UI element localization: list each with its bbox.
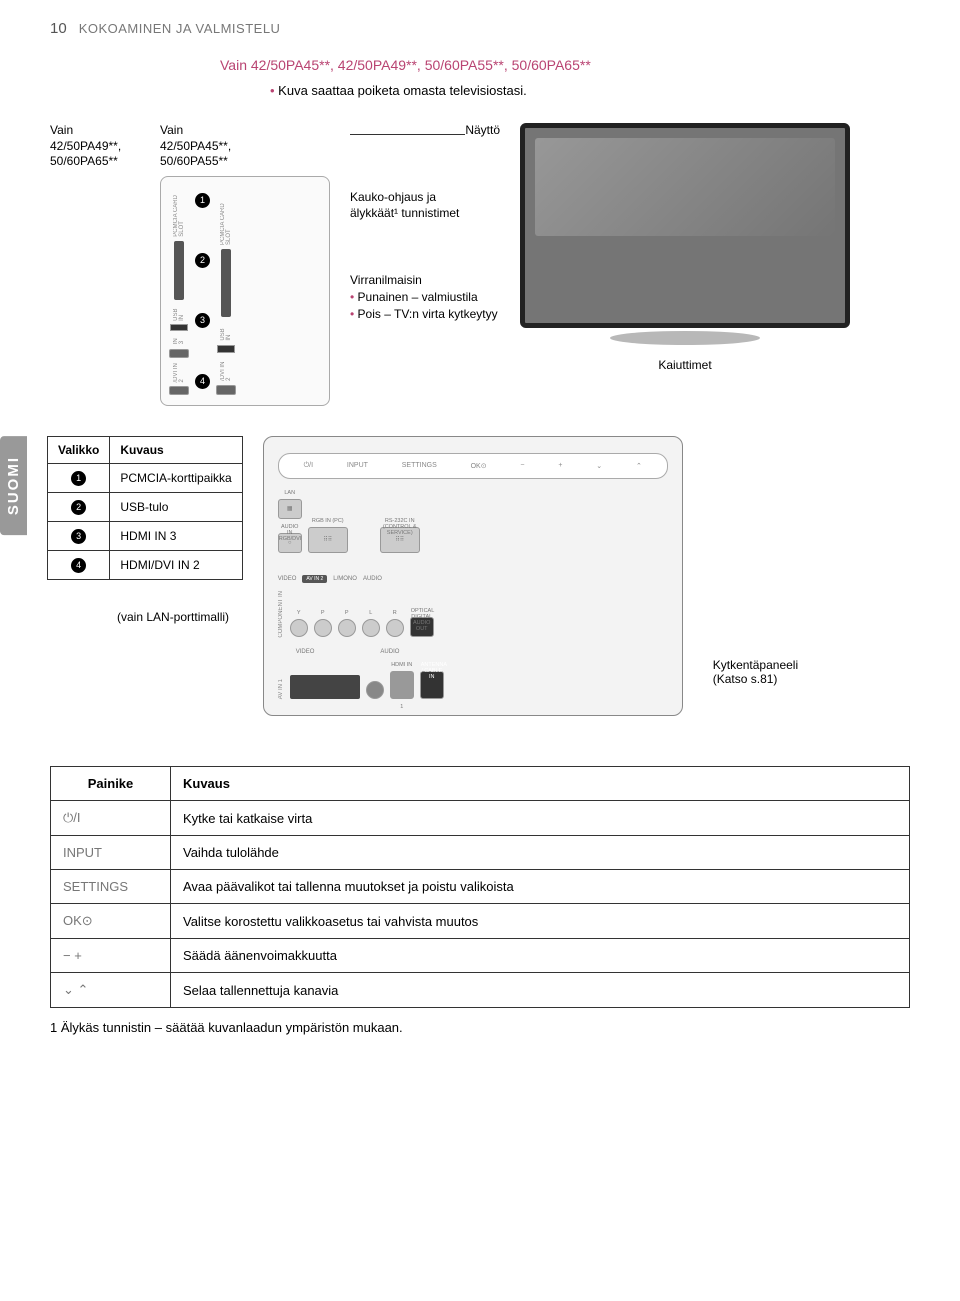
audio-rgb-jack: AUDIO IN RGB/DVI○ [278,533,302,553]
y-jack: Y [290,619,308,637]
language-tab: SUOMI [0,436,27,535]
scart-jack [290,675,360,699]
pr-jack: P [338,619,356,637]
lan-note: (vain LAN-porttimalli) [117,610,243,624]
side-ports-diagram: PCMCIA CARD SLOT USB IN IN 3 /DVI IN 2 1… [160,176,330,406]
section-title: KOKOAMINEN JA VALMISTELU [79,21,281,36]
num-3-icon: 3 [195,313,210,328]
back-panel-diagram: ⏻/IINPUTSETTINGSOK⊙−+⌄⌃ LAN▦ AUDIO IN RG… [263,436,683,717]
caption-left1: Vain 42/50PA49**, 50/60PA65** [50,123,140,170]
remote-annot: Kauko-ohjaus ja älykkäät¹ tunnistimet [350,189,500,223]
l-jack: L [362,619,380,637]
footnote: 1 Älykäs tunnistin – säätää kuvanlaadun … [50,1020,910,1035]
power-annot: Virranilmaisin Punainen – valmiustila Po… [350,272,500,322]
display-label: Näyttö [465,123,500,139]
caption-left2: Vain 42/50PA45**, 50/60PA55** [160,123,250,170]
button-strip: ⏻/IINPUTSETTINGSOK⊙−+⌄⌃ [278,453,668,479]
r-jack: R [386,619,404,637]
antenna-jack: ANTENNA / CABLE IN [420,671,444,699]
rs232-jack: RS-232C IN (CONTROL & SERVICE)⠿⠿ [380,527,420,553]
ports-table: ValikkoKuvaus 1PCMCIA-korttipaikka 2USB-… [47,436,243,580]
mid-section: SUOMI ValikkoKuvaus 1PCMCIA-korttipaikka… [50,436,910,717]
num-4-icon: 4 [195,374,210,389]
diagram-top-row: Vain 42/50PA49**, 50/60PA65** Vain 42/50… [50,123,910,406]
rgb-pc-jack: RGB IN (PC)⠿⠿ [308,527,348,553]
num-1-icon: 1 [195,193,210,208]
model-line: Vain 42/50PA45**, 42/50PA49**, 50/60PA55… [220,57,910,73]
num-2-icon: 2 [195,253,210,268]
image-note: Kuva saattaa poiketa omasta televisiosta… [270,83,910,98]
panel-note: Kytkentäpaneeli (Katso s.81) [713,658,798,686]
speakers-label: Kaiuttimet [658,358,711,374]
tv-illustration [520,123,850,328]
hdmi-jack: HDMI IN 1 [390,671,414,699]
lan-jack: LAN▦ [278,499,302,519]
buttons-table: PainikeKuvaus ⏻/IKytke tai katkaise virt… [50,766,910,1008]
page-header: 10 KOKOAMINEN JA VALMISTELU [50,20,910,37]
optical-jack: OPTICAL DIGITAL AUDIO OUT [410,617,434,637]
pb-jack: P [314,619,332,637]
coax-jack [366,681,384,699]
page-number: 10 [50,20,67,37]
